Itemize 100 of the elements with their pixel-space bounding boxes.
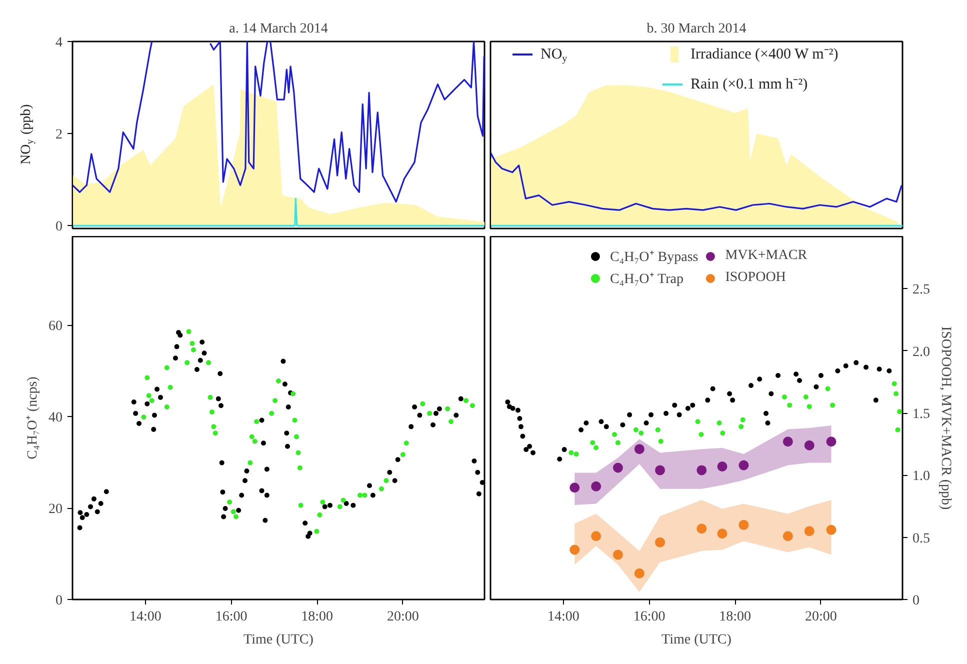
x-axis-title: Time (UTC) [662,632,732,648]
point [505,400,510,404]
point [672,402,678,408]
point [776,372,781,378]
point [530,450,536,456]
y2-tick-label: 2.0 [912,344,930,360]
point [787,402,792,408]
point [212,430,218,436]
y2-axis-title: ISOPOOH, MVK+MACR (ppb) [938,326,953,510]
point [574,452,579,457]
point [384,478,389,484]
legend-label: Irradiance (×400 W m⁻²) [690,46,838,62]
point [290,391,296,396]
x-tick-label: 20:00 [387,610,419,624]
point [206,360,212,366]
point [794,372,799,377]
point [506,404,512,410]
point [843,363,848,368]
point [317,512,322,518]
point [655,537,666,548]
y-axis-title: C₄H₇O⁺ (ncps) [26,376,40,460]
point [524,447,529,452]
point [620,422,626,428]
point [358,492,363,498]
point [740,417,746,422]
point [830,402,836,408]
y2-tick-label: 1.0 [912,469,930,484]
point [604,424,609,430]
point [615,440,620,446]
point [892,381,897,386]
point [814,384,819,390]
point [518,424,524,430]
point [664,410,669,416]
x-axis-title: Time (UTC) [244,632,314,648]
point [764,410,769,416]
point [584,420,589,426]
point [362,492,368,498]
point [655,427,660,432]
point [568,450,574,456]
point [168,384,173,390]
point [627,412,632,418]
point [208,394,213,400]
x-tick-label: 16:00 [633,610,666,624]
point [211,424,216,430]
point [562,447,567,452]
y-tick-label: 0 [56,220,62,235]
point [557,456,562,462]
point [768,391,774,396]
point [448,419,454,424]
y-axis-title: NOy (ppb) [19,104,36,164]
point [765,420,770,426]
legend-label: C₄H₇O⁺ Bypass [610,249,698,266]
point [164,404,170,410]
point [276,378,281,384]
point [420,401,426,406]
chart-title: b. 30 March 2014 [646,22,746,36]
point [717,528,728,539]
point [696,524,707,534]
x-tick-label: 18:00 [301,610,334,624]
point [896,409,902,414]
legend-label: ISOPOOH [725,270,786,286]
point [738,460,749,470]
chart-title: a. 14 March 2014 [229,22,328,36]
point [826,524,836,535]
point [314,528,320,534]
point [797,378,802,384]
x-tick-label: 18:00 [719,610,752,624]
point [234,514,239,520]
point [698,432,704,437]
point [886,368,892,374]
y-tick-label: 2 [56,128,62,143]
point [690,402,696,408]
point [527,444,532,449]
point [570,482,580,493]
x-tick-label: 14:00 [548,610,580,624]
point [782,436,793,447]
point [294,434,300,440]
point [685,406,690,411]
point [186,329,192,334]
point [676,412,682,418]
y-tick-label: 20 [48,502,62,518]
point [854,360,859,366]
point [826,436,836,447]
point [738,520,749,530]
point [379,486,384,492]
legend-label: MVK+MACR [725,248,808,264]
point [591,481,602,492]
point [570,544,580,555]
point [510,406,516,411]
point [598,419,604,424]
point [404,440,409,446]
point [517,416,522,421]
point [515,408,520,413]
point [782,531,793,542]
point [578,427,584,432]
point [298,502,304,508]
point [727,391,732,396]
point [249,434,254,440]
point [695,419,700,424]
x-tick-label: 16:00 [215,610,248,624]
